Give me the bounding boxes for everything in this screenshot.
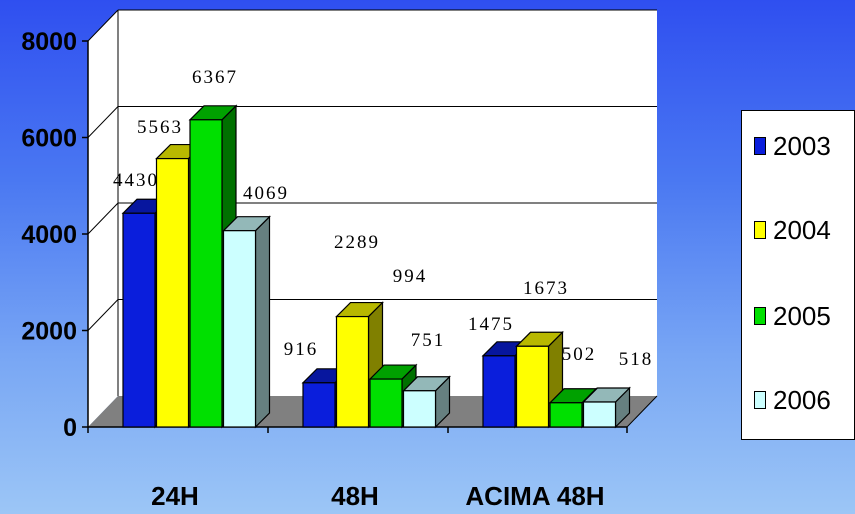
- data-labels: 4430 5563 6367 4069 916 2289 994 751 1475 1673 502…: [113, 67, 654, 370]
- legend-item-2005: 2005: [754, 301, 831, 331]
- category-label: 24H: [151, 481, 199, 511]
- y-tick-label: 0: [63, 414, 77, 442]
- bar-2006-24h: [222, 215, 271, 429]
- legend-label-2005: 2005: [773, 300, 831, 331]
- bar-2006-48h: [402, 375, 451, 429]
- category-labels: 24H 48H ACIMA 48H: [151, 481, 604, 511]
- y-tick-label: 6000: [21, 125, 77, 153]
- gridline-side: [87, 9, 119, 42]
- y-tick-label: 2000: [21, 318, 77, 346]
- legend-label-2003: 2003: [773, 130, 831, 161]
- legend-label-2006: 2006: [773, 384, 831, 415]
- bar-2004-48h: [335, 301, 384, 429]
- data-label: 1475: [468, 314, 514, 335]
- y-axis-ticks: 0 2000 4000 6000 8000: [21, 28, 77, 442]
- data-label: 1673: [523, 278, 569, 299]
- legend: 2003 2004 2005 2006: [741, 110, 855, 440]
- y-tick-label: 8000: [21, 28, 77, 56]
- data-label: 2289: [334, 232, 380, 253]
- legend-label-2004: 2004: [773, 214, 831, 245]
- gridline-side: [87, 202, 119, 235]
- category-label: ACIMA 48H: [465, 481, 604, 511]
- data-label: 5563: [137, 117, 183, 138]
- bars: [121, 104, 631, 429]
- legend-item-2003: 2003: [754, 131, 831, 161]
- legend-item-2004: 2004: [754, 215, 831, 245]
- legend-swatch-2005: [754, 307, 766, 325]
- gridline-side: [87, 299, 119, 331]
- category-label: 48H: [331, 481, 379, 511]
- legend-item-2006: 2006: [754, 385, 831, 415]
- data-label: 502: [562, 344, 597, 365]
- data-label: 4430: [113, 170, 159, 191]
- data-label: 994: [393, 266, 428, 287]
- gridline-side: [87, 106, 119, 138]
- data-label: 6367: [192, 67, 238, 88]
- legend-swatch-2003: [754, 137, 766, 155]
- legend-swatch-2004: [754, 221, 766, 239]
- y-tick-label: 4000: [21, 221, 77, 249]
- data-label: 4069: [243, 183, 289, 204]
- floor-edge: [626, 395, 658, 428]
- data-label: 916: [284, 339, 319, 360]
- data-label: 751: [411, 330, 446, 351]
- legend-swatch-2006: [754, 391, 766, 409]
- data-label: 518: [619, 349, 654, 370]
- bar-2006-acima-48h: [582, 386, 631, 429]
